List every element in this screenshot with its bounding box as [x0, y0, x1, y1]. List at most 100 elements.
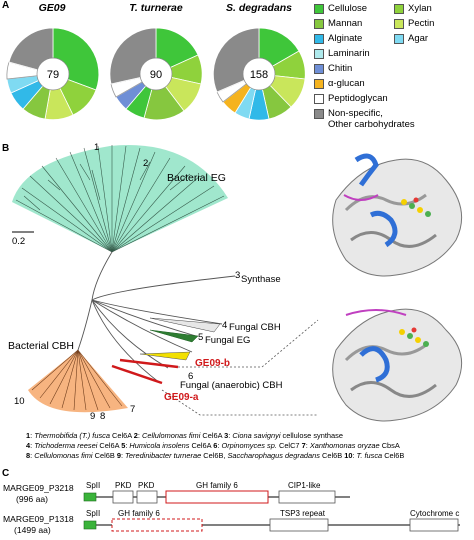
legend-swatch [314, 48, 324, 59]
caption-number: 1 [26, 431, 31, 440]
gene-1-gh-box [165, 490, 269, 504]
legend-label: Cellulose [328, 3, 368, 14]
caption-sep: : [217, 441, 222, 450]
legend-label: Laminarin [328, 48, 370, 59]
legend: Cellulose Xylan Mannan Pectin Alginate A… [314, 3, 474, 130]
caption-species: Cellulomonas fimi [142, 431, 201, 440]
tree-label-fungal-anaerobic-cbh: Fungal (anaerobic) CBH [180, 380, 283, 391]
legend-item-mannan: Mannan [314, 18, 394, 29]
legend-swatch [314, 18, 324, 29]
legend-item-other-carbohydrates: Other carbohydrates [314, 119, 474, 130]
legend-item-non-specific: Non-specific, [314, 108, 474, 119]
gene-1-gh-label: GH family 6 [196, 481, 238, 490]
donut-title-ge09: GE09 [38, 2, 66, 14]
donut-title-t-turnerae: T. turnerae [129, 2, 183, 14]
donut-ge09 [6, 27, 100, 121]
tree-label-bacterial-eg: Bacterial EG [167, 172, 226, 184]
legend-swatch [314, 108, 324, 119]
caption-protein: cellulose synthase [280, 431, 343, 440]
legend-item-alginate: Alginate [314, 33, 394, 44]
caption-number: 4 [26, 441, 31, 450]
legend-swatch [394, 33, 404, 44]
legend-item-cellulose: Cellulose [314, 3, 394, 14]
gene-2-spii-label: SpII [86, 509, 101, 518]
tree-label-ge09-b: GE09-b [195, 358, 231, 369]
tree-number-4: 4 [222, 320, 228, 331]
domain-diagrams [83, 490, 460, 532]
caption-number: 3 [224, 431, 229, 440]
tree-number-1: 1 [94, 142, 100, 153]
legend-item-laminarin: Laminarin [314, 48, 474, 59]
branch-ge09-b [119, 358, 179, 369]
gene-1-cip-box [278, 490, 336, 504]
legend-swatch [394, 18, 404, 29]
caption-sep: : [137, 431, 143, 440]
clade-fungal-eg [149, 329, 199, 343]
caption-line-2: 4: Trichoderma reesei Cel6A 5: Humicola … [26, 441, 400, 451]
clade-bacterial-cbh [28, 350, 128, 413]
panel-b-letter: B [2, 143, 10, 154]
legend-swatch [314, 78, 324, 89]
gene-1-pkd2-label: PKD [138, 481, 155, 490]
caption-sep: : [30, 441, 35, 450]
tree-label-bacterial-cbh: Bacterial CBH [8, 340, 74, 352]
legend-swatch [314, 93, 324, 104]
caption-protein: Cel6A [189, 441, 214, 450]
gene-1-pkd1-box [112, 490, 134, 504]
caption-line-3: 8: Cellulomonas fimi Cel6B 9: Terediniba… [26, 451, 404, 461]
legend-item-pectin: Pectin [394, 18, 434, 29]
panel-c-letter: C [2, 468, 10, 479]
caption-species: T. fusca [356, 451, 383, 460]
pointer-line-bottom [161, 389, 318, 416]
legend-swatch [394, 3, 404, 14]
legend-label: Other carbohydrates [328, 119, 415, 130]
gene-1-spii-label: SpII [86, 481, 101, 490]
tree-number-8: 8 [100, 411, 106, 422]
gene-2-cyt-box [409, 518, 459, 532]
clade-bacterial-eg-branches [15, 145, 225, 253]
caption-number: 10 [344, 451, 353, 460]
gene-2-gh-box [111, 518, 203, 532]
caption-protein: Cel6B [382, 451, 405, 460]
caption-species: Thermobifida (T.) fusca [34, 431, 110, 440]
caption-protein: Cel6A [97, 441, 122, 450]
protein-structures [332, 153, 463, 422]
tree-number-9: 9 [90, 411, 96, 422]
gene-2-spii-box [83, 520, 97, 530]
caption-species: Ciona savignyi [232, 431, 281, 440]
gene-2-tsp-label: TSP3 repeat [280, 509, 325, 518]
legend-label: Xylan [408, 3, 432, 14]
legend-label: Mannan [328, 18, 363, 29]
caption-species: Humicola insolens [129, 441, 190, 450]
caption-sep: : [120, 451, 126, 460]
tree-label-ge09-a: GE09-a [164, 392, 199, 403]
legend-item-alpha-glucan: α-glucan [314, 78, 474, 89]
caption-protein: Cel6A [109, 431, 134, 440]
caption-sep: : [30, 431, 35, 440]
caption-number: 5 [121, 441, 126, 450]
caption-number: 2 [133, 431, 138, 440]
donut-charts [6, 27, 306, 121]
branch-ge09-a [111, 364, 163, 385]
legend-label: Non-specific, [328, 108, 383, 119]
caption-sep: : [228, 431, 233, 440]
gene-2-diagram [83, 518, 460, 532]
tree-label-fungal-eg: Fungal EG [205, 335, 251, 346]
gene-1-spii-box [83, 492, 97, 502]
tree-number-6: 6 [188, 371, 194, 382]
caption-line-1: 1: Thermobifida (T.) fusca Cel6A 2: Cell… [26, 431, 343, 441]
panel-a-letter: A [2, 0, 10, 11]
donut-t-turnerae [109, 27, 203, 121]
legend-swatch [314, 33, 324, 44]
caption-species: Orpinomyces sp. [221, 441, 277, 450]
tree-label-fungal-cbh: Fungal CBH [229, 322, 281, 333]
legend-label: Chitin [328, 63, 353, 74]
legend-item-xylan: Xylan [394, 3, 432, 14]
legend-label: Alginate [328, 33, 363, 44]
caption-protein: CbsA [379, 441, 400, 450]
donut-total-t-turnerae: 90 [149, 69, 163, 81]
donut-s-degradans [212, 27, 306, 121]
structure-ge09-a [332, 308, 463, 422]
donut-total-s-degradans: 158 [249, 69, 269, 81]
caption-species: Saccharophagus degradans [227, 451, 320, 460]
